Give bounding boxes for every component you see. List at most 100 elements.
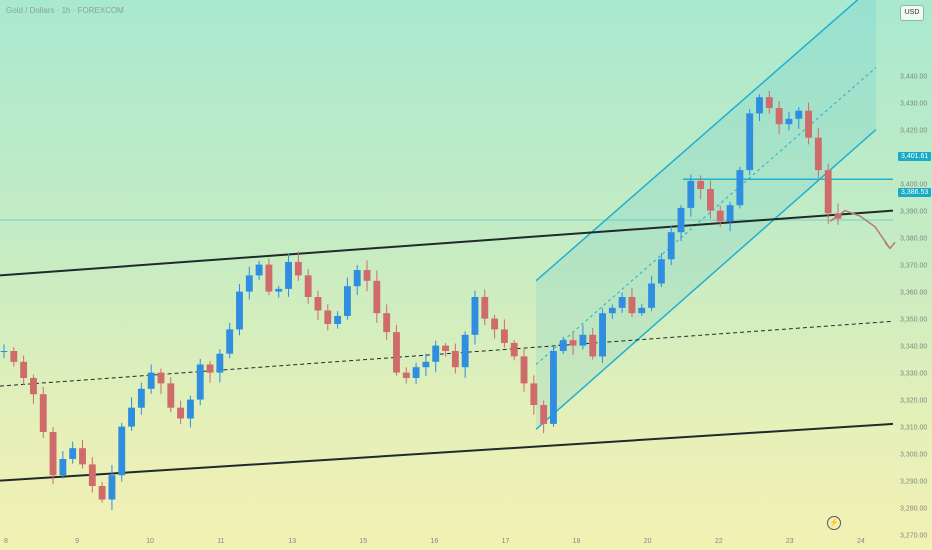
x-tick-label: 23: [786, 538, 794, 545]
candle-body: [814, 137, 822, 171]
trend-line: [0, 209, 894, 277]
channel-upper: [535, 0, 859, 282]
candle-body: [491, 318, 499, 330]
candle-body: [314, 297, 322, 311]
candle-body: [648, 283, 656, 308]
candle-body: [79, 448, 86, 465]
candle-body: [589, 334, 597, 357]
candle-body: [677, 207, 685, 233]
candle-body: [687, 180, 695, 208]
candle-body: [186, 399, 194, 419]
candle-body: [275, 288, 283, 292]
candle-body: [628, 297, 636, 314]
candle-body: [59, 459, 67, 476]
x-tick-label: 15: [359, 538, 367, 545]
projection-arrow: [829, 209, 896, 250]
y-tick-label: 3,390.00: [900, 209, 927, 216]
candle-body: [363, 270, 371, 281]
y-tick-label: 3,420.00: [900, 128, 927, 135]
candle-body: [147, 372, 155, 389]
candle-body: [824, 170, 832, 214]
candle-body: [785, 118, 793, 125]
candle-body: [226, 329, 234, 354]
candle-body: [236, 291, 243, 330]
y-tick-label: 3,320.00: [900, 398, 927, 405]
y-tick-label: 3,310.00: [900, 425, 927, 432]
candle-body: [206, 364, 214, 373]
candle-body: [118, 426, 126, 476]
x-tick-label: 16: [431, 538, 439, 545]
trend-line: [0, 422, 894, 482]
candle-body: [481, 297, 489, 319]
candle-body: [569, 340, 577, 346]
candle-body: [530, 383, 538, 405]
candles: [0, 90, 842, 511]
candle-body: [324, 310, 332, 324]
currency-button[interactable]: USD: [900, 5, 924, 21]
x-tick-label: 9: [75, 538, 79, 545]
candle-body: [707, 189, 714, 211]
y-tick-label: 3,430.00: [900, 101, 927, 108]
candle-body: [177, 407, 185, 419]
candle-body: [353, 270, 361, 287]
candle-body: [471, 297, 479, 335]
trend-line: [0, 320, 894, 387]
candle-body: [579, 334, 587, 346]
symbol-legend[interactable]: Gold / Dollars · 1h · FOREXCOM: [6, 6, 124, 15]
candle-body: [599, 313, 606, 357]
y-tick-label: 3,280.00: [900, 506, 927, 513]
price-axis[interactable]: 3,440.003,430.003,420.003,410.003,400.00…: [900, 74, 927, 540]
candle-body: [736, 170, 744, 206]
candle-body: [461, 334, 469, 368]
candle-body: [716, 210, 724, 222]
candle-body: [30, 378, 37, 395]
candle-body: [795, 110, 803, 119]
candle-body: [265, 264, 273, 292]
y-tick-label: 3,370.00: [900, 263, 927, 270]
x-tick-label: 22: [715, 538, 723, 545]
candle-body: [128, 407, 135, 427]
y-tick-label: 3,270.00: [900, 533, 927, 540]
x-tick-label: 13: [288, 538, 296, 545]
candle-body: [550, 351, 557, 424]
candle-body: [137, 388, 145, 408]
candle-body: [294, 261, 302, 276]
current-price-tag: 3,386.53: [898, 188, 932, 197]
candle-body: [657, 259, 665, 284]
y-tick-label: 3,340.00: [900, 344, 927, 351]
y-tick-label: 3,290.00: [900, 479, 927, 486]
candle-body: [422, 361, 430, 368]
y-tick-label: 3,360.00: [900, 290, 927, 297]
y-tick-label: 3,400.00: [900, 182, 927, 189]
x-tick-label: 10: [146, 538, 154, 545]
candle-body: [285, 261, 292, 289]
lightning-icon[interactable]: ⚡: [827, 516, 841, 530]
candle-body: [559, 340, 567, 351]
candle-body: [697, 180, 705, 189]
candle-body: [432, 345, 440, 362]
x-tick-label: 24: [857, 538, 865, 545]
candle-body: [39, 394, 47, 432]
candle-body: [500, 329, 508, 343]
candle-body: [667, 232, 675, 260]
candle-body: [775, 108, 783, 125]
candle-body: [69, 448, 77, 459]
y-tick-label: 3,330.00: [900, 371, 927, 378]
y-tick-label: 3,300.00: [900, 452, 927, 459]
time-axis[interactable]: 8 9 10 11 13 15 16 17 18 20 22 23 24: [4, 538, 865, 545]
candle-body: [805, 110, 812, 138]
y-tick-label: 3,380.00: [900, 236, 927, 243]
x-tick-label: 20: [644, 538, 652, 545]
candle-body: [638, 307, 646, 314]
candle-body: [20, 361, 28, 378]
candle-body: [334, 315, 342, 324]
candle-body: [304, 275, 312, 297]
candle-body: [88, 464, 96, 486]
candle-body: [196, 364, 204, 400]
candle-body: [746, 113, 754, 171]
candle-body: [402, 372, 410, 378]
candle-body: [343, 286, 351, 316]
projection-arrowhead: [884, 241, 896, 250]
